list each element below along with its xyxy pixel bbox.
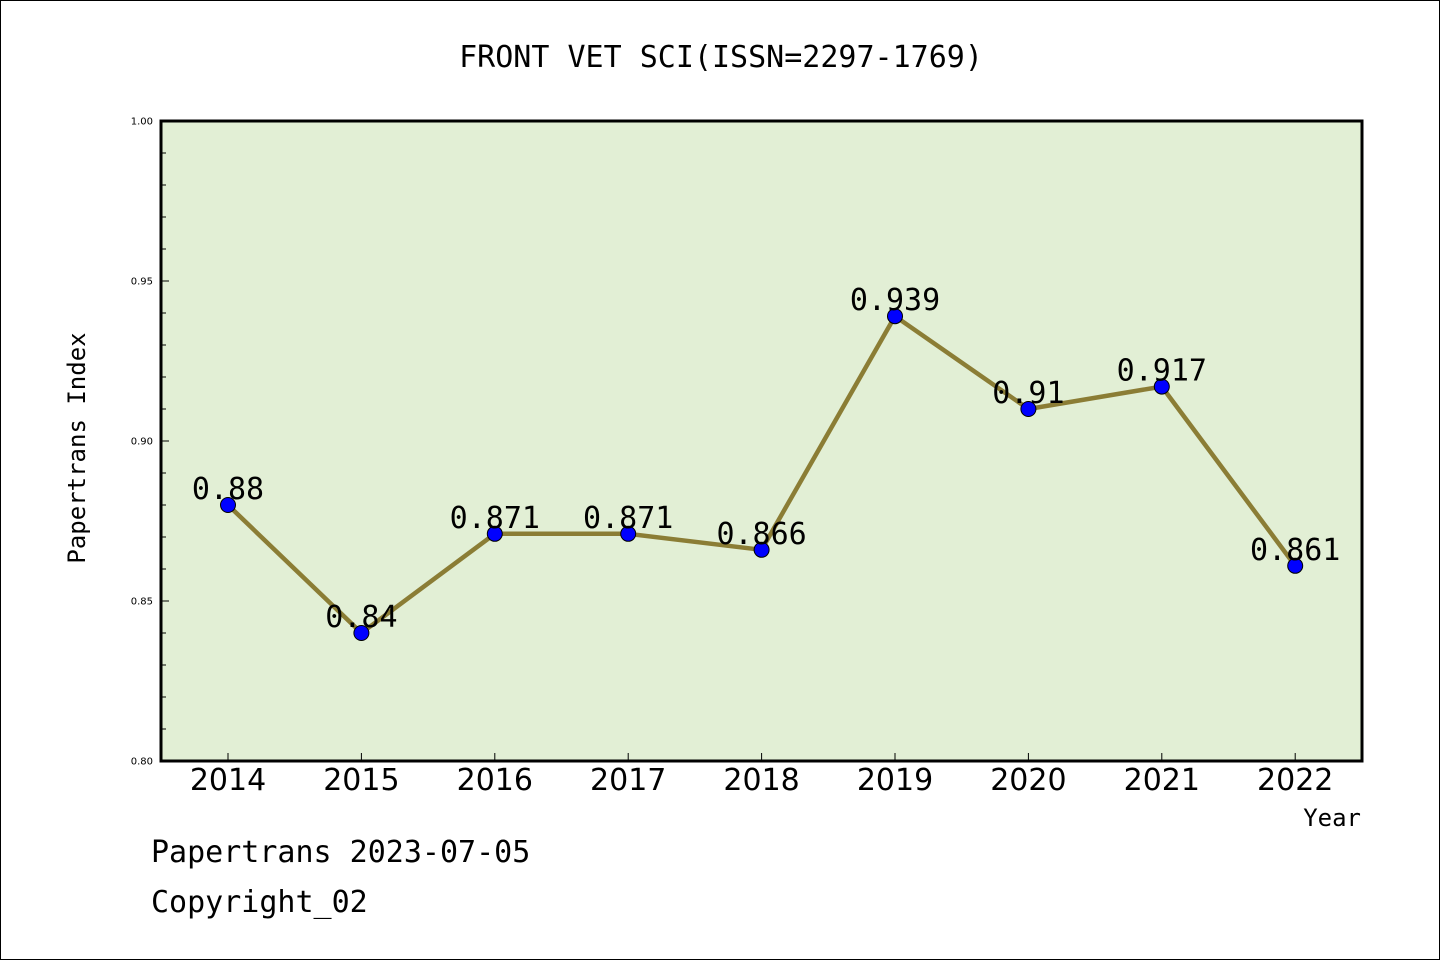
data-point-marker <box>353 625 370 641</box>
x-tick-label: 2018 <box>723 763 799 798</box>
x-tick-label: 2022 <box>1257 763 1333 798</box>
y-tick-label: 0.90 <box>131 437 153 448</box>
data-point-marker <box>753 541 770 558</box>
y-tick-label: 0.85 <box>131 597 153 608</box>
data-point-marker <box>1153 378 1170 395</box>
y-tick-label: 0.95 <box>131 277 153 288</box>
data-point-marker <box>220 497 236 513</box>
plot-frame <box>159 119 1364 763</box>
data-label: 0.91 <box>992 376 1064 411</box>
x-axis-title: Year <box>1303 804 1361 832</box>
x-tick-label: 2017 <box>590 763 666 798</box>
data-label: 0.871 <box>450 501 540 536</box>
data-point-marker <box>1287 557 1304 574</box>
data-label: 0.917 <box>1117 354 1207 389</box>
data-label: 0.866 <box>716 517 806 552</box>
plot-area: 0.80 0.85 0.90 0.95 1.00 2014 2015 2016 2017 2018… <box>131 117 1364 798</box>
footer-copyright-label: Copyright_02 <box>151 885 368 920</box>
x-tick-label: 2015 <box>323 763 399 798</box>
data-label: 0.84 <box>325 600 397 635</box>
data-label: 0.939 <box>850 283 940 318</box>
plot-background <box>161 121 1362 761</box>
data-label: 0.88 <box>192 472 264 507</box>
data-point-marker <box>1020 401 1037 417</box>
x-tick-label: 2021 <box>1124 763 1200 798</box>
x-tick-label: 2014 <box>190 763 266 798</box>
y-tick-label: 0.80 <box>131 757 153 768</box>
y-tick-label: 1.00 <box>131 117 153 128</box>
data-point-marker <box>620 525 637 542</box>
x-tick-label: 2020 <box>990 763 1066 798</box>
data-point-marker <box>887 308 903 325</box>
data-label: 0.871 <box>583 501 673 536</box>
chart-title: FRONT VET SCI(ISSN=2297-1769) <box>459 40 983 75</box>
x-tick-label: 2016 <box>457 763 533 798</box>
x-tick-label: 2019 <box>857 763 933 798</box>
y-axis-title: Papertrans Index <box>63 332 91 563</box>
footer-date-label: Papertrans 2023-07-05 <box>151 835 531 870</box>
data-label: 0.861 <box>1250 533 1340 568</box>
data-point-marker <box>486 525 503 542</box>
